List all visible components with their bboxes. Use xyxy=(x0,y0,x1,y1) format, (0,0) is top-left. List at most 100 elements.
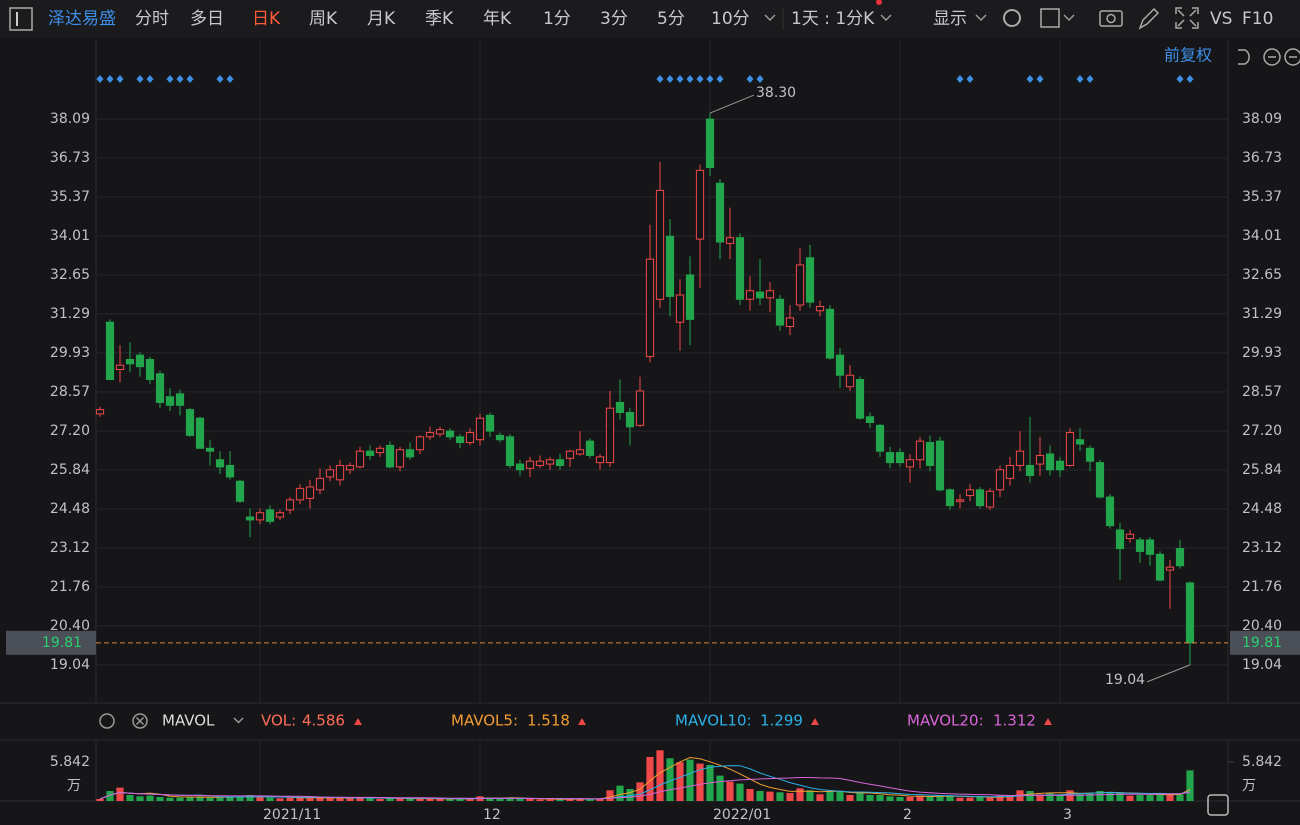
candle-body xyxy=(1165,566,1175,571)
adjust-mode[interactable]: 前复权 xyxy=(1164,46,1212,65)
undo-icon[interactable] xyxy=(1238,49,1250,65)
candle-body xyxy=(355,450,365,468)
candle-body xyxy=(325,469,335,478)
volume-bar xyxy=(216,797,224,801)
signal-marker xyxy=(696,75,704,83)
toolbar-item[interactable]: 月K xyxy=(367,9,396,29)
toolbar-item[interactable]: 周K xyxy=(309,9,338,29)
toolbar-item[interactable]: 年K xyxy=(483,9,512,29)
candle-body xyxy=(1055,460,1065,471)
indicator-close-icon[interactable] xyxy=(132,713,148,729)
volume-bar xyxy=(606,790,614,801)
dropdown-icon[interactable] xyxy=(1063,14,1075,22)
volume-bar xyxy=(176,797,184,801)
candle-body xyxy=(765,290,775,299)
candle-body xyxy=(395,449,405,468)
candle-body xyxy=(745,290,755,300)
pencil-icon[interactable] xyxy=(1138,7,1160,30)
toolbar-item[interactable]: 显示 xyxy=(933,9,967,29)
toolbar-item[interactable]: 多日 xyxy=(190,9,224,29)
toolbar-item[interactable]: 1分 xyxy=(543,9,571,29)
candle-body xyxy=(515,463,525,471)
volume-bar xyxy=(466,798,474,801)
volume-bar xyxy=(816,794,824,801)
volume-bar xyxy=(956,797,964,801)
toolbar-item[interactable]: 10分 xyxy=(711,9,750,29)
volume-bar xyxy=(326,798,334,801)
volume-bar xyxy=(1106,792,1114,801)
candle-body xyxy=(255,512,265,521)
toolbar-item[interactable]: VS xyxy=(1210,9,1232,29)
volume-bar xyxy=(156,796,164,801)
volume-bar xyxy=(856,792,864,801)
signal-marker xyxy=(186,75,194,83)
volume-bar xyxy=(266,797,274,801)
menu-icon[interactable] xyxy=(9,7,33,31)
candle-body xyxy=(305,486,315,499)
volume-bar xyxy=(876,794,884,801)
dropdown-icon[interactable] xyxy=(880,14,892,22)
toolbar-item[interactable]: 分时 xyxy=(135,9,169,29)
volume-bar xyxy=(166,797,174,801)
last-price-label-right: 19.81 xyxy=(1242,635,1282,651)
toolbar-item[interactable]: 3分 xyxy=(600,9,628,29)
candle-body xyxy=(815,305,825,312)
watermark-logo xyxy=(1207,794,1229,816)
candle-body xyxy=(135,354,145,368)
legend-trend xyxy=(1044,718,1052,725)
volume-bar xyxy=(906,796,914,801)
toolbar-item[interactable]: 5分 xyxy=(657,9,685,29)
dropdown-icon[interactable] xyxy=(975,14,987,22)
volume-bar xyxy=(396,798,404,801)
volume-bar xyxy=(506,797,514,801)
dropdown-icon[interactable] xyxy=(764,14,776,22)
candle-body xyxy=(885,452,895,464)
toolbar-item[interactable]: 日K xyxy=(252,9,281,29)
y-tick-label: 35.37 xyxy=(50,189,90,205)
toolbar-item[interactable]: 泽达易盛 xyxy=(48,9,116,29)
signal-marker xyxy=(666,75,674,83)
box-icon[interactable] xyxy=(1040,8,1060,28)
toolbar-item[interactable]: 季K xyxy=(425,9,454,29)
volume-bar xyxy=(576,798,584,801)
candle-body xyxy=(205,447,215,452)
candle-body xyxy=(195,417,205,449)
candle-body xyxy=(1005,464,1015,479)
candle-body xyxy=(825,308,835,359)
candle-body xyxy=(345,464,355,471)
legend-name: VOL: xyxy=(261,712,296,730)
volume-bar xyxy=(566,798,574,801)
zoom-in-icon[interactable] xyxy=(1284,48,1300,66)
toolbar-item[interactable]: 1天 : 1分K xyxy=(791,9,875,29)
signal-marker xyxy=(716,75,724,83)
x-tick-label: 2021/11 xyxy=(263,807,321,823)
volume-bar xyxy=(1056,794,1064,801)
settings-icon[interactable] xyxy=(1003,9,1021,27)
y-tick-label-right: 23.12 xyxy=(1242,540,1282,556)
volume-bar xyxy=(426,798,434,801)
y-tick-label: 34.01 xyxy=(50,228,90,244)
candle-body xyxy=(505,436,515,466)
y-tick-label-right: 28.57 xyxy=(1242,384,1282,400)
candle-body xyxy=(795,264,805,306)
y-tick-label-right: 5.842 xyxy=(1242,754,1282,770)
candle-body xyxy=(1115,529,1125,550)
candle-body xyxy=(855,379,865,419)
y-tick-label-right: 31.29 xyxy=(1242,306,1282,322)
candle-body xyxy=(265,509,275,522)
camera-icon[interactable] xyxy=(1099,10,1123,27)
legend-value: 1.312 xyxy=(993,712,1036,730)
expand-icon[interactable] xyxy=(1175,7,1199,29)
candle-body xyxy=(665,235,675,297)
candle-body xyxy=(1035,454,1045,465)
dropdown-icon[interactable] xyxy=(233,717,244,724)
zoom-out-icon[interactable] xyxy=(1263,48,1281,66)
candle-body xyxy=(635,390,645,426)
x-tick-label: 2022/01 xyxy=(713,807,771,823)
toolbar-item[interactable]: F10 xyxy=(1242,9,1273,29)
indicator-settings-icon[interactable] xyxy=(99,713,115,729)
candle-body xyxy=(225,464,235,478)
indicator-name[interactable]: MAVOL xyxy=(162,712,215,730)
